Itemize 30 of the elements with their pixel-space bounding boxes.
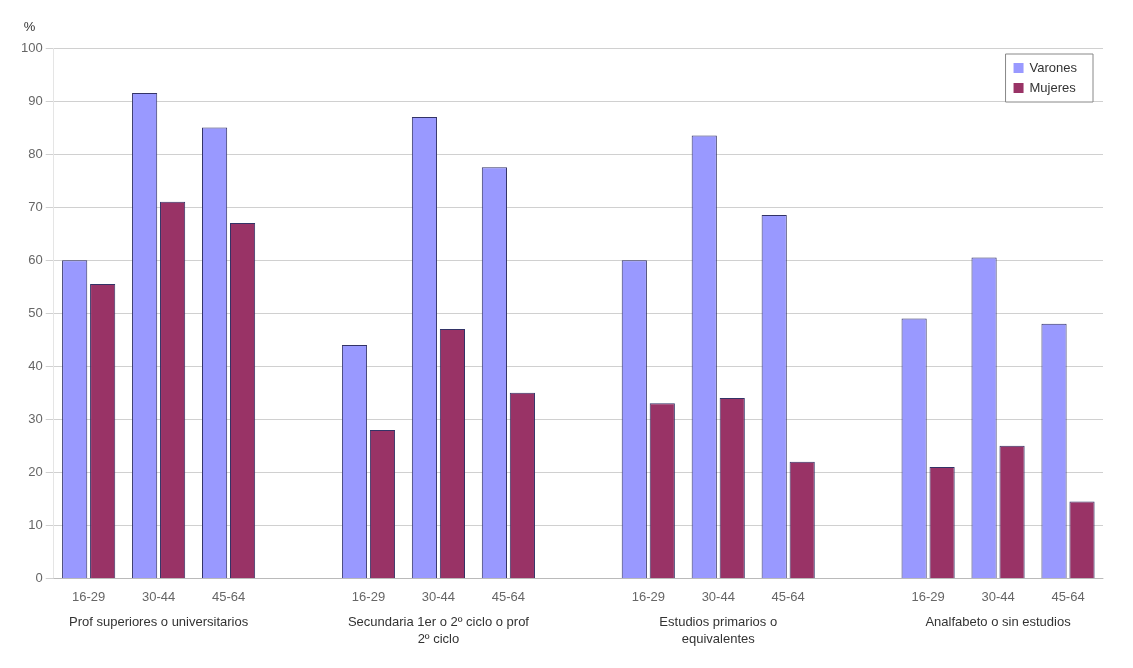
x-tick-label: 45-64 [211,588,246,604]
legend-label: Varones [1029,59,1078,75]
y-tick-label: 70 [28,198,43,214]
x-tick-label: 16-29 [631,588,665,604]
y-tick-label: 50 [28,304,43,320]
x-tick-label: 16-29 [351,588,386,604]
y-tick-label: 80 [28,145,43,161]
x-tick-label: 45-64 [1051,588,1085,604]
x-tick-label: 45-64 [771,588,805,604]
x-tick-label: 30-44 [421,588,456,604]
text: Secundaria 1er o 2º ciclo o prof 2º ciclo [347,614,530,647]
x-tick-label: 16-29 [911,588,945,604]
y-tick-label: 60 [28,251,43,267]
x-tick-label: 30-44 [981,588,1015,604]
y-tick-label: 40 [28,357,43,373]
x-tick-label: 30-44 [701,588,735,604]
y-tick-label: 90 [28,92,43,108]
y-tick-label: 100 [20,39,43,55]
text: Prof superiores o universitarios [69,614,249,630]
y-tick-label: 20 [28,463,43,479]
x-tick-label: 16-29 [72,588,106,604]
y-tick-label: 30 [28,410,43,426]
text: Analfabeto o sin estudios [925,614,1072,630]
y-tick-label: 10 [28,516,43,532]
x-tick-label: 30-44 [142,588,176,604]
x-tick-label: 45-64 [491,588,526,604]
y-tick-label: 0 [35,569,43,585]
y-axis-title: % [23,19,36,35]
legend-label: Mujeres [1029,79,1077,95]
text: Estudios primarios o equivalentes [659,614,778,647]
